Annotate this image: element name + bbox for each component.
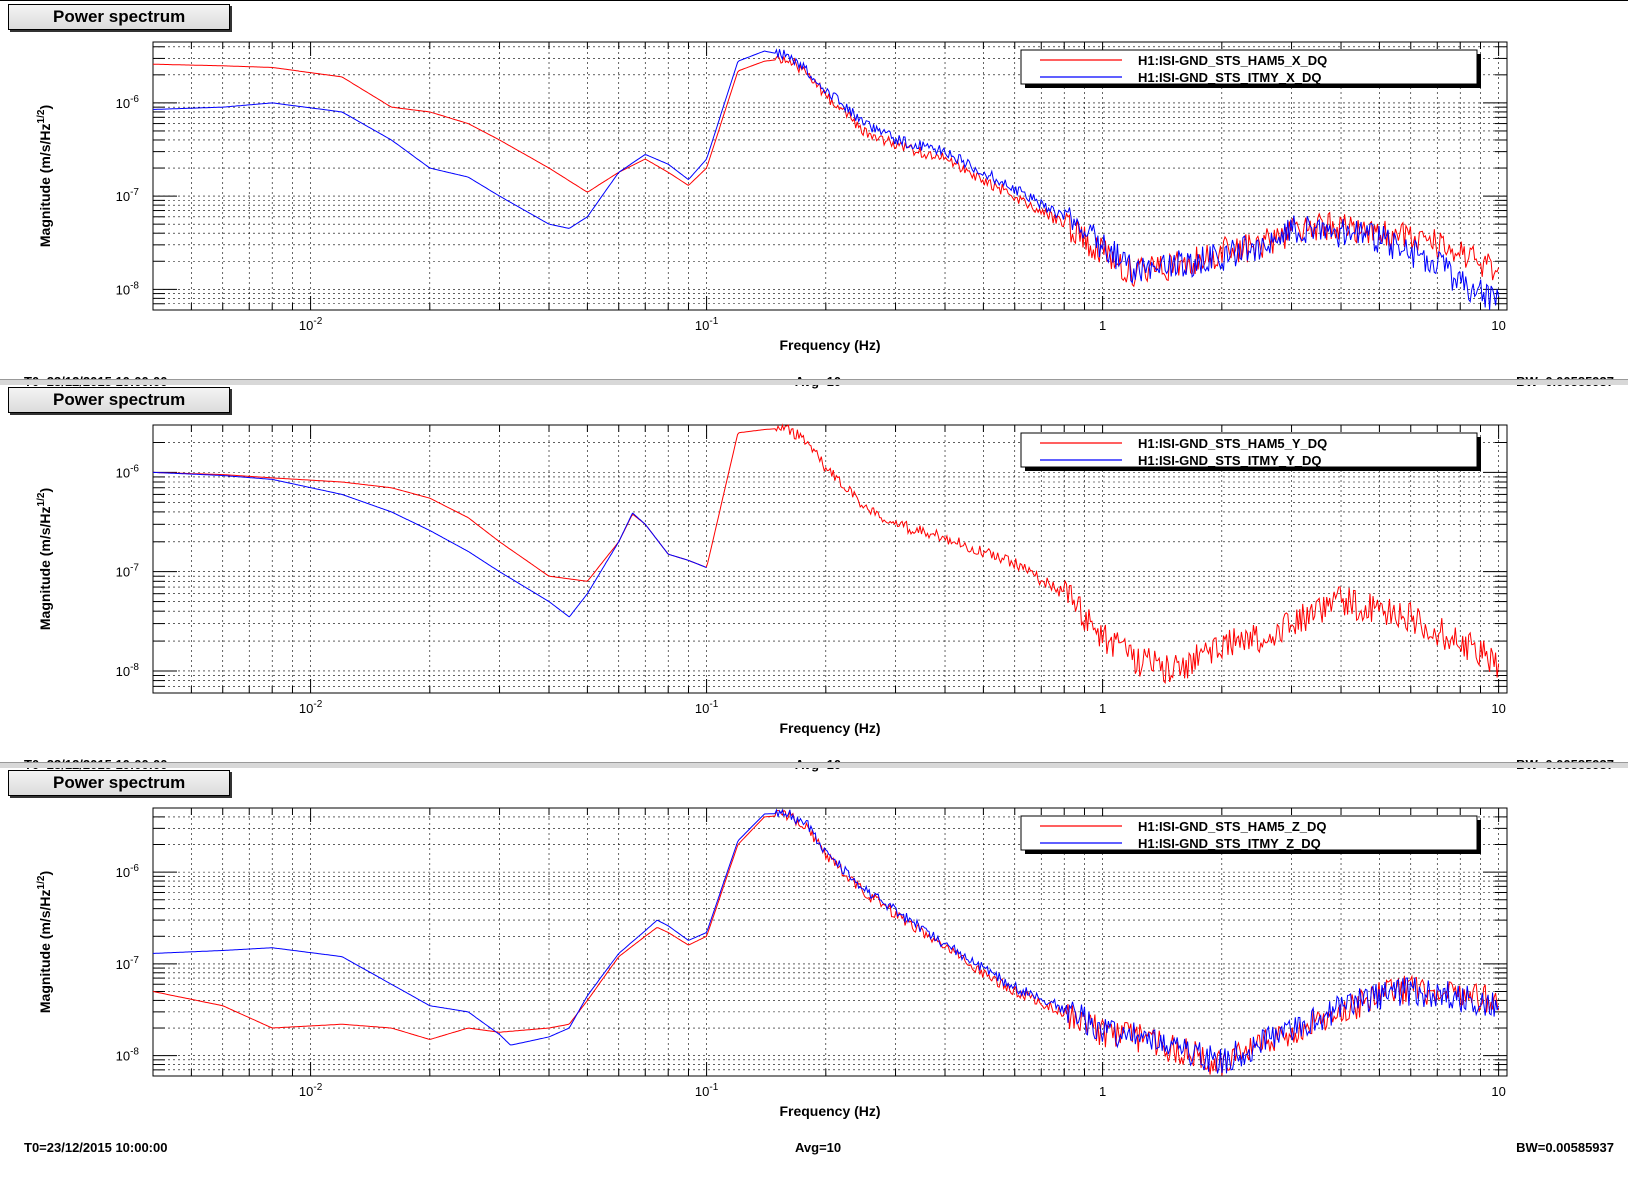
x-tick-label: 1 — [1099, 701, 1106, 716]
y-tick-label: 10-8 — [116, 280, 140, 297]
y-axis-title: Magnitude (m/s/Hz1/2) — [36, 105, 53, 247]
series-line-0 — [152, 809, 1500, 1076]
x-tick-label: 10-1 — [695, 1082, 719, 1099]
grid — [152, 807, 1507, 1077]
x-tick-label: 10-1 — [695, 699, 719, 716]
x-tick-label: 10-2 — [299, 1082, 323, 1099]
spectrum-panel: Power spectrum 10-2 10-1 1 10 10-8 10-7 10-6 Fre… — [0, 768, 1628, 1165]
x-tick-label: 1 — [1099, 1084, 1106, 1099]
y-axis-title: Magnitude (m/s/Hz1/2) — [36, 488, 53, 630]
legend: H1:ISI-GND_STS_HAM5_X_DQ H1:ISI-GND_STS_I… — [1020, 49, 1481, 88]
x-tick-label: 10 — [1491, 318, 1505, 333]
x-axis-title: Frequency (Hz) — [779, 720, 880, 736]
legend: H1:ISI-GND_STS_HAM5_Z_DQ H1:ISI-GND_STS_I… — [1020, 815, 1481, 854]
series-line-1 — [153, 471, 707, 618]
y-tick-label: 10-6 — [116, 863, 140, 880]
y-tick-label: 10-8 — [116, 662, 140, 679]
panel-separator — [0, 762, 1628, 768]
grid — [152, 42, 1507, 311]
legend-box — [1020, 815, 1478, 851]
series-group — [152, 808, 1500, 1076]
spectrum-chart: 10-2 10-1 1 10 10-8 10-7 10-6 Frequency (Hz) Mag… — [36, 423, 1508, 736]
series-group — [153, 423, 1500, 685]
x-tick-label: 10-2 — [299, 699, 323, 716]
legend-label: H1:ISI-GND_STS_ITMY_Z_DQ — [1138, 836, 1321, 851]
legend-box — [1020, 432, 1478, 468]
legend-label: H1:ISI-GND_STS_HAM5_Y_DQ — [1138, 436, 1327, 451]
top-border — [0, 0, 1628, 1]
spectrum-panel: Power spectrum 10-2 10-1 1 10 10-8 10-7 10-6 Fre… — [0, 385, 1628, 782]
spectrum-chart: 10-2 10-1 1 10 10-8 10-7 10-6 Frequency (Hz) Mag… — [36, 41, 1508, 353]
y-tick-label: 10-7 — [116, 563, 140, 580]
series-line-0 — [153, 54, 1500, 288]
x-axis-title: Frequency (Hz) — [779, 337, 880, 353]
x-tick-label: 10-1 — [695, 316, 719, 333]
spectrum-chart: 10-2 10-1 1 10 10-8 10-7 10-6 Frequency (Hz) Mag… — [36, 807, 1508, 1119]
x-tick-label: 10-2 — [299, 316, 323, 333]
y-axis-title: Magnitude (m/s/Hz1/2) — [36, 871, 53, 1013]
panel-separator — [0, 379, 1628, 385]
spectrum-panel: Power spectrum 10-2 10-1 1 10 10-8 10-7 10-6 Fre… — [0, 2, 1628, 399]
legend-label: H1:ISI-GND_STS_HAM5_X_DQ — [1138, 53, 1327, 68]
legend-label: H1:ISI-GND_STS_HAM5_Z_DQ — [1138, 819, 1327, 834]
legend-box — [1020, 49, 1478, 85]
legend-label: H1:ISI-GND_STS_ITMY_X_DQ — [1138, 70, 1322, 85]
y-tick-label: 10-6 — [116, 94, 140, 111]
power-spectrum-tab[interactable]: Power spectrum — [8, 4, 230, 30]
legend-label: H1:ISI-GND_STS_ITMY_Y_DQ — [1138, 453, 1322, 468]
power-spectrum-tab[interactable]: Power spectrum — [8, 770, 230, 796]
series-group — [152, 48, 1500, 311]
x-tick-label: 10 — [1491, 1084, 1505, 1099]
series-line-0 — [153, 423, 1500, 685]
bandwidth: BW=0.00585937 — [1516, 1140, 1614, 1155]
x-tick-label: 10 — [1491, 701, 1505, 716]
start-time: T0=23/12/2015 10:00:00 — [24, 1140, 168, 1155]
y-tick-label: 10-6 — [116, 463, 140, 480]
x-axis-title: Frequency (Hz) — [779, 1103, 880, 1119]
averages: Avg=10 — [795, 1140, 842, 1155]
legend: H1:ISI-GND_STS_HAM5_Y_DQ H1:ISI-GND_STS_I… — [1020, 432, 1481, 471]
series-line-1 — [153, 808, 1500, 1074]
series-line-1 — [152, 48, 1500, 311]
y-tick-label: 10-7 — [116, 187, 140, 204]
power-spectrum-tab[interactable]: Power spectrum — [8, 387, 230, 413]
y-tick-label: 10-7 — [116, 955, 140, 972]
x-tick-label: 1 — [1099, 318, 1106, 333]
y-tick-label: 10-8 — [116, 1047, 140, 1064]
grid — [152, 424, 1507, 694]
